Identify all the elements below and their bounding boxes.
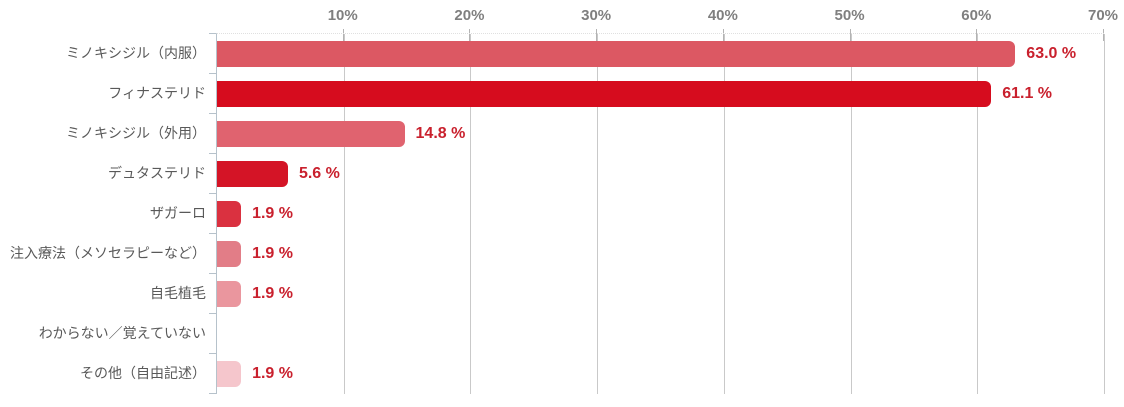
bar — [217, 241, 242, 267]
value-label: 63.0 % — [1026, 45, 1077, 62]
x-axis-tick-label: 70% — [1087, 7, 1119, 24]
gridline — [1104, 34, 1105, 394]
y-axis-tick-mark — [209, 313, 216, 314]
bar — [217, 281, 242, 307]
gridline — [977, 34, 979, 394]
gridline — [723, 34, 725, 394]
value-label: 1.9 % — [252, 285, 293, 302]
gridline — [343, 34, 345, 394]
category-label: 自毛植毛 — [150, 285, 206, 301]
x-axis-tick-label: 10% — [327, 7, 358, 24]
x-axis-tick-label: 40% — [707, 7, 738, 24]
x-axis-tick-label: 60% — [961, 7, 992, 24]
y-axis-tick-mark — [209, 153, 216, 154]
bar — [217, 121, 405, 147]
y-axis-tick-mark — [209, 113, 216, 114]
category-label: 注入療法（メソセラピーなど） — [10, 245, 206, 261]
x-axis-tick-label: 20% — [454, 7, 485, 24]
gridline — [850, 34, 852, 394]
y-axis-tick-mark — [209, 273, 216, 274]
y-axis-tick-mark — [209, 353, 216, 354]
bar — [217, 81, 992, 107]
category-label: ザガーロ — [150, 205, 206, 221]
value-label: 14.8 % — [415, 125, 466, 142]
category-label: わからない／覚えていない — [38, 325, 206, 341]
value-label: 61.1 % — [1002, 85, 1053, 102]
x-axis-tick-mark — [342, 29, 344, 41]
gridline — [470, 34, 472, 394]
category-label: ミノキシジル（外用） — [66, 125, 206, 141]
category-label: デュタステリド — [108, 165, 206, 181]
category-label: フィナステリド — [108, 85, 206, 101]
x-axis-tick-mark — [469, 29, 471, 41]
y-axis-tick-mark — [209, 393, 216, 394]
y-axis-tick-mark — [209, 193, 216, 194]
x-axis-tick-mark — [976, 29, 978, 41]
bar — [217, 161, 288, 187]
x-axis-tick-mark — [849, 29, 851, 41]
gridline — [597, 34, 599, 394]
value-label: 1.9 % — [252, 245, 293, 262]
x-axis-tick-mark — [1103, 29, 1104, 41]
y-axis-tick-mark — [209, 233, 216, 234]
value-label: 5.6 % — [298, 165, 340, 182]
plot-area: 63.0 % 61.1 % 14.8 % 5.6 % 1.9 % 1.9 % 1.9 % 1.… — [216, 33, 1105, 394]
x-axis-tick-mark — [722, 29, 724, 41]
x-axis-tick-label: 50% — [834, 7, 865, 24]
category-label: ミノキシジル（内服） — [66, 45, 206, 61]
bar — [217, 201, 242, 227]
bar — [217, 361, 242, 387]
y-axis-tick-mark — [209, 73, 216, 74]
bar — [217, 41, 1016, 67]
x-axis-tick-mark — [596, 29, 598, 41]
value-label: 1.9 % — [252, 205, 293, 222]
value-label: 1.9 % — [252, 365, 293, 382]
x-axis-tick-label: 30% — [581, 7, 612, 24]
category-label: その他（自由記述） — [80, 365, 206, 381]
y-axis-tick-mark — [209, 33, 216, 34]
